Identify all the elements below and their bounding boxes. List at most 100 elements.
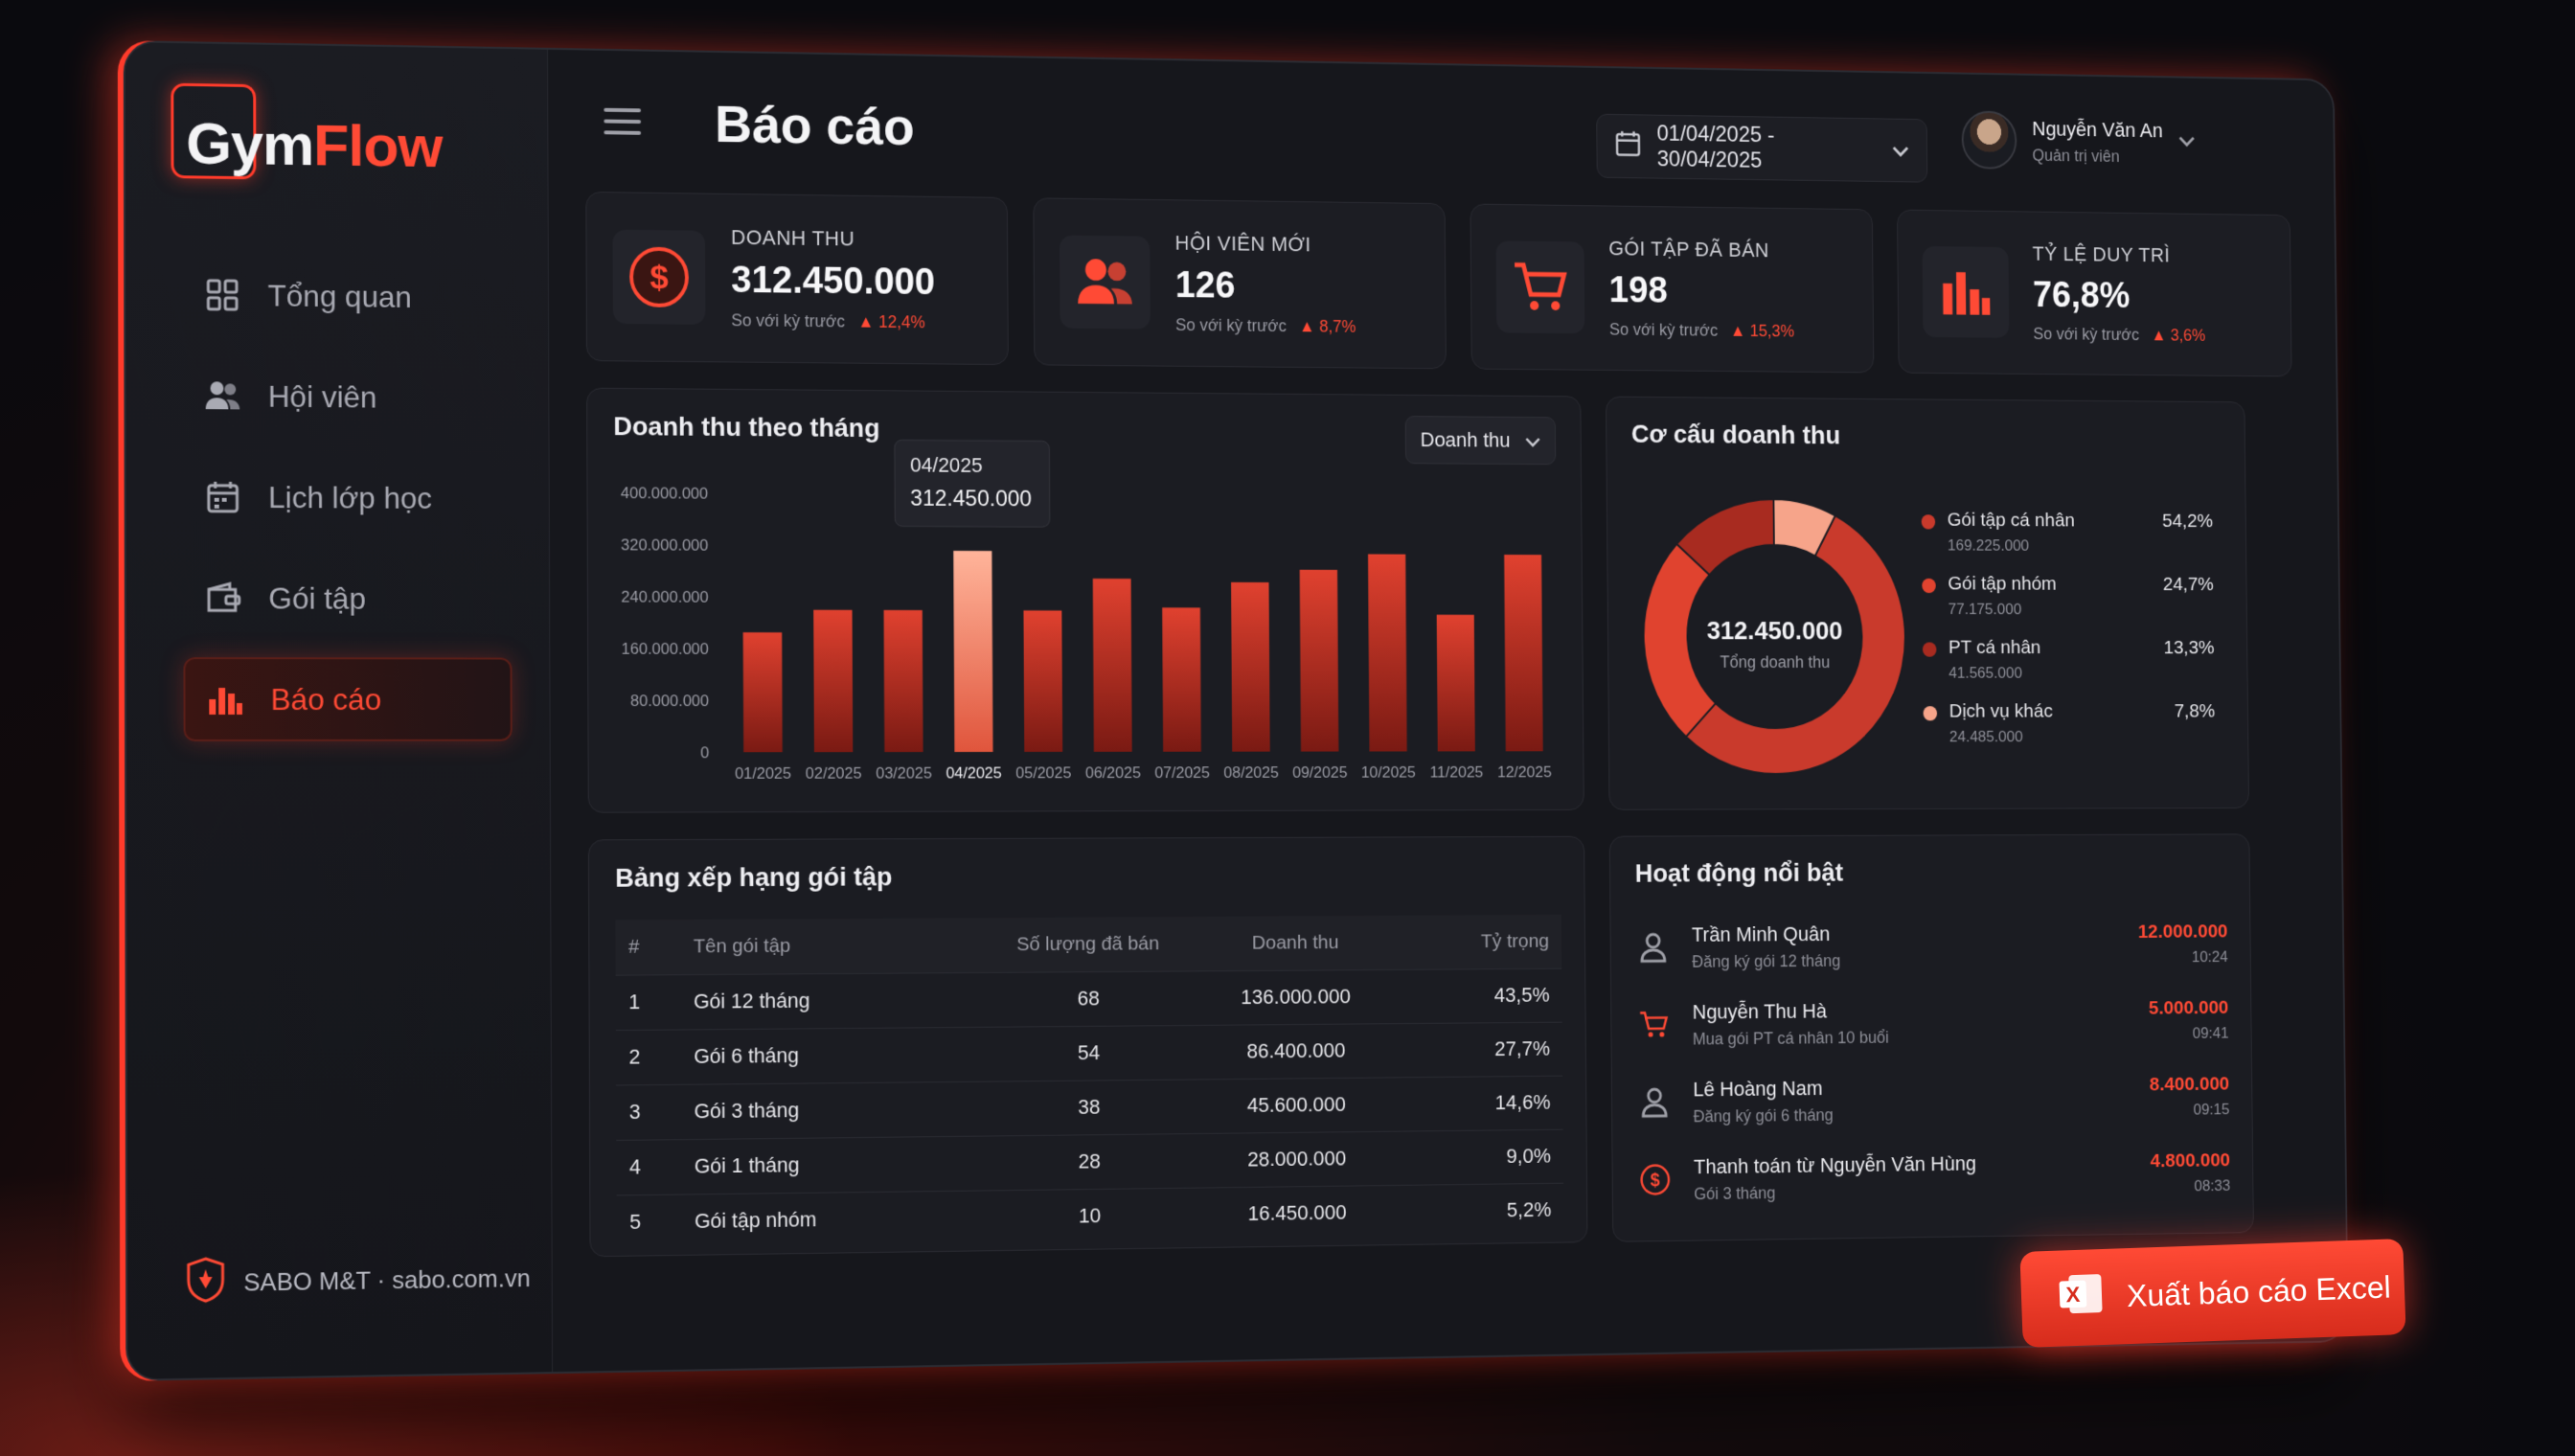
- bar-08-2025[interactable]: [1231, 582, 1270, 752]
- legend-dot: [1922, 579, 1936, 593]
- bar-03-2025[interactable]: [884, 610, 923, 752]
- bar-12-2025[interactable]: [1504, 555, 1543, 751]
- activity-item[interactable]: Trần Minh Quân Đăng ký gói 12 tháng 12.00…: [1635, 911, 2228, 981]
- bar-02-2025[interactable]: [813, 610, 853, 752]
- activity-time: 10:24: [2138, 948, 2228, 967]
- sidebar-item-packages[interactable]: Gói tập: [183, 556, 512, 640]
- bar-chart: 0 80.000.000 160.000.000 240.000.000 320.000…: [587, 389, 1585, 814]
- stat-card-new-members[interactable]: HỘI VIÊN MỚI 126 So với kỳ trước ▲ 8,7%: [1033, 197, 1447, 369]
- bar-05-2025[interactable]: [1023, 610, 1062, 752]
- legend-pct: 13,3%: [2163, 637, 2215, 682]
- y-tick-label: 320.000.000: [621, 535, 708, 554]
- table-row[interactable]: 2 Gói 6 tháng 54 86.400.000 27,7%: [616, 1022, 1562, 1085]
- legend-item: PT cá nhân 41.565.000 13,3%: [1923, 637, 2215, 683]
- dollar-icon: $: [613, 230, 706, 325]
- cell-rank: 1: [616, 974, 681, 1030]
- activity-desc: Mua gói PT cá nhân 10 buổi: [1693, 1028, 1889, 1049]
- activity-amount: 5.000.000: [2149, 997, 2229, 1019]
- stat-card-revenue[interactable]: $ DOANH THU 312.450.000 So với kỳ trước ▲…: [585, 192, 1009, 365]
- revenue-structure-panel: Cơ cấu doanh thu 312.450.000 Tổng doanh …: [1606, 397, 2249, 810]
- cell-share: 14,6%: [1400, 1076, 1563, 1131]
- col-header-share: Tỷ trọng: [1398, 915, 1561, 969]
- menu-icon[interactable]: [604, 101, 641, 143]
- x-tick-label: 11/2025: [1430, 763, 1484, 782]
- bar-04-2025[interactable]: [953, 551, 992, 752]
- stat-card-retention[interactable]: TỶ LỆ DUY TRÌ 76,8% So với kỳ trước ▲ 3,6…: [1897, 210, 2292, 377]
- stat-change: ▲ 15,3%: [1730, 322, 1794, 341]
- cell-share: 9,0%: [1400, 1129, 1563, 1185]
- sidebar-item-overview[interactable]: Tổng quan: [183, 253, 512, 340]
- col-header-rank: #: [615, 920, 680, 975]
- user-menu[interactable]: Nguyễn Văn An Quản trị viên: [1961, 110, 2195, 171]
- export-excel-button[interactable]: X Xuất báo cáo Excel: [2019, 1239, 2405, 1348]
- y-tick-label: 80.000.000: [630, 692, 709, 710]
- sidebar-item-members[interactable]: Hội viên: [183, 353, 512, 440]
- y-tick-label: 0: [700, 743, 709, 762]
- ranking-table: # Tên gói tập Số lượng đã bán Doanh thu …: [615, 915, 1563, 1250]
- legend-dot: [1924, 706, 1938, 720]
- cell-revenue: 16.450.000: [1194, 1185, 1401, 1241]
- cell-name: Gói 3 tháng: [681, 1081, 985, 1140]
- bar-07-2025[interactable]: [1162, 607, 1201, 751]
- stat-card-packages-sold[interactable]: GÓI TẬP ĐÃ BÁN 198 So với kỳ trước ▲ 15,3…: [1470, 204, 1874, 374]
- svg-text:X: X: [2065, 1283, 2081, 1308]
- stat-compare: So với kỳ trước: [1175, 315, 1287, 335]
- x-tick-label: 06/2025: [1085, 763, 1141, 782]
- activity-desc: Đăng ký gói 12 tháng: [1692, 951, 1840, 971]
- activity-time: 09:15: [2150, 1101, 2230, 1120]
- cell-sold: 38: [985, 1080, 1194, 1136]
- y-tick-label: 160.000.000: [622, 640, 709, 658]
- chart-tooltip: 04/2025 312.450.000: [895, 440, 1050, 527]
- date-range-picker[interactable]: 01/04/2025 - 30/04/2025: [1596, 114, 1927, 183]
- users-icon: [1060, 236, 1151, 330]
- table-row[interactable]: 1 Gói 12 tháng 68 136.000.000 43,5%: [616, 968, 1562, 1030]
- cell-revenue: 86.400.000: [1193, 1023, 1400, 1079]
- grid-icon: [203, 276, 241, 314]
- col-header-name: Tên gói tập: [680, 918, 984, 974]
- legend-name: Dịch vụ khác: [1949, 700, 2053, 722]
- legend-dot: [1923, 642, 1937, 656]
- user-name: Nguyễn Văn An: [2032, 117, 2163, 143]
- bar-11-2025[interactable]: [1437, 615, 1475, 752]
- bar-06-2025[interactable]: [1093, 579, 1132, 752]
- date-range-value: 01/04/2025 - 30/04/2025: [1656, 121, 1876, 175]
- activity-amount: 4.800.000: [2151, 1149, 2231, 1172]
- charts-row: Doanh thu theo tháng Doanh thu 0 80.000.0…: [586, 388, 2307, 813]
- stat-value: 198: [1608, 270, 1793, 313]
- activity-time: 09:41: [2149, 1024, 2229, 1043]
- cell-sold: 28: [985, 1133, 1194, 1190]
- legend-item: Gói tập cá nhân 169.225.000 54,2%: [1922, 510, 2214, 557]
- activity-name: Lê Hoàng Nam: [1693, 1076, 1833, 1101]
- user-icon: [1637, 1083, 1673, 1121]
- bar-01-2025[interactable]: [743, 632, 783, 752]
- page-title: Báo cáo: [715, 92, 915, 156]
- topbar: Báo cáo 01/04/2025 - 30/04/2025 Nguyễn V…: [585, 51, 2301, 216]
- user-icon: [1635, 929, 1671, 967]
- bar-chart-icon: [206, 680, 244, 718]
- x-tick-label: 02/2025: [806, 764, 862, 783]
- activity-panel: Hoạt động nổi bật Trần Minh Quân Đăng ký …: [1609, 833, 2254, 1241]
- cell-share: 43,5%: [1399, 968, 1562, 1023]
- stat-value: 76,8%: [2033, 275, 2205, 318]
- sidebar-item-reports[interactable]: Báo cáo: [183, 657, 512, 741]
- cell-revenue: 28.000.000: [1194, 1131, 1401, 1188]
- bar-10-2025[interactable]: [1368, 554, 1407, 751]
- table-row[interactable]: 5 Gói tập nhóm 10 16.450.000 5,2%: [617, 1183, 1564, 1250]
- bar-chart-icon: [1923, 246, 2010, 338]
- activity-item[interactable]: Nguyễn Thu Hà Mua gói PT cá nhân 10 buổi …: [1636, 987, 2229, 1058]
- activity-name: Trần Minh Quân: [1692, 921, 1840, 946]
- activity-amount: 12.000.000: [2138, 921, 2228, 943]
- sidebar-nav: Tổng quan Hội viên Lịch lớp học Gói tập: [125, 252, 550, 741]
- sidebar-item-schedule[interactable]: Lịch lớp học: [183, 455, 512, 540]
- stat-change: ▲ 3,6%: [2151, 326, 2205, 344]
- bar-09-2025[interactable]: [1300, 570, 1339, 752]
- legend-name: Gói tập cá nhân: [1948, 510, 2075, 532]
- stat-label: GÓI TẬP ĐÃ BÁN: [1608, 237, 1793, 262]
- activity-item[interactable]: $ Thanh toán từ Nguyễn Văn Hùng Gói 3 thá…: [1637, 1140, 2230, 1214]
- legend-item: Dịch vụ khác 24.485.000 7,8%: [1923, 700, 2215, 746]
- legend-name: PT cá nhân: [1948, 637, 2040, 659]
- ranking-panel: Bảng xếp hạng gói tập # Tên gói tập Số l…: [588, 836, 1588, 1257]
- activity-item[interactable]: Lê Hoàng Nam Đăng ký gói 6 tháng 8.400.00…: [1636, 1063, 2229, 1135]
- activity-desc: Đăng ký gói 6 tháng: [1694, 1105, 1834, 1126]
- cell-sold: 10: [985, 1188, 1194, 1245]
